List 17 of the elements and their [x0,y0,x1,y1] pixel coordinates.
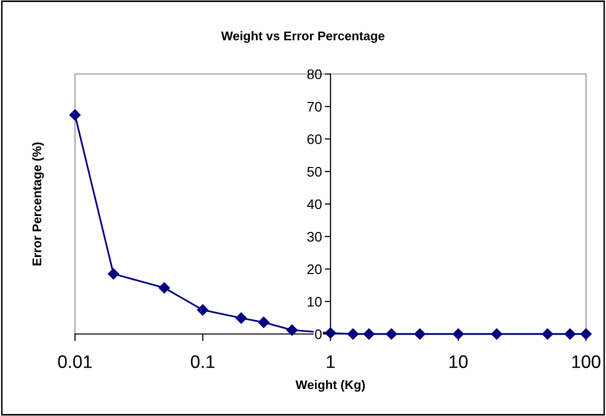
y-tick-label: 30 [307,232,322,242]
y-tick-label: 0 [314,329,322,340]
x-axis-title: Weight (Kg) [296,380,365,392]
chart-title: Weight vs Error Percentage [221,31,384,43]
y-tick-label: 10 [308,296,322,307]
y-tick-label: 20 [307,264,322,274]
x-tick-label: 100 [572,355,600,368]
x-tick-label: 0.01 [58,355,92,368]
x-tick-label: 10 [450,355,468,368]
y-tick-label: 40 [307,199,322,210]
y-tick-label: 70 [307,102,322,112]
y-tick-label: 80 [307,69,322,80]
x-tick-label: 0.1 [190,355,214,368]
y-tick-label: 60 [307,134,322,144]
y-tick-label: 50 [307,166,322,177]
y-axis-title: Error Percentage (%) [32,142,44,266]
x-tick-label: 1 [326,355,335,368]
